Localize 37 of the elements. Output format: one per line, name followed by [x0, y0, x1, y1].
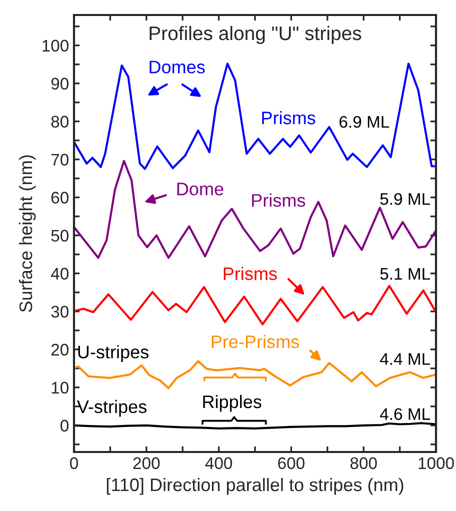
x-tick-label: 800 — [350, 457, 377, 470]
y-tick-label: 100 — [42, 40, 68, 52]
y-tick-label: 80 — [51, 116, 68, 128]
series-label: 6.9 ML — [340, 116, 390, 128]
x-tick-label: 0 — [70, 457, 78, 470]
y-tick-label: 40 — [50, 268, 68, 280]
x-tick-label: 1000 — [418, 457, 454, 470]
y-tick-label: 50 — [51, 230, 68, 242]
annotation: Pre-Prisms — [212, 334, 299, 348]
y-axis-title: Surface height (nm) — [18, 155, 36, 312]
y-tick-label: 20 — [51, 344, 68, 356]
y-tick-label: 0 — [60, 420, 68, 432]
series-label: 5.9 ML — [380, 193, 430, 205]
y-tick-label: 30 — [51, 306, 68, 318]
annotation: V-stripes — [76, 400, 146, 417]
annotation: Prisms — [262, 111, 316, 124]
series-label: 4.6 ML — [380, 408, 430, 420]
x-tick-label: 400 — [205, 457, 232, 470]
x-axis-title: [110] Direction parallel to stripes (nm) — [106, 478, 404, 495]
annotation: Prisms — [224, 266, 277, 280]
line-series — [74, 160, 436, 259]
annotation: Domes — [150, 60, 205, 74]
series-label: 4.4 ML — [380, 353, 430, 365]
annotation: Ripples — [203, 394, 262, 412]
y-tick-label: 10 — [52, 382, 68, 394]
y-tick-label: 60 — [51, 192, 68, 204]
line-series — [74, 62, 436, 170]
series-label: 5.1 ML — [380, 268, 430, 280]
text: Profiles along "U" stripes — [150, 26, 362, 44]
y-tick-label: 90 — [51, 78, 68, 90]
x-tick-label: 200 — [133, 457, 160, 470]
annotation: Prisms — [252, 194, 306, 207]
annotation: U-stripes — [78, 345, 148, 362]
x-tick-label: 600 — [278, 457, 304, 470]
y-tick-label: 70 — [51, 154, 68, 166]
line-series — [74, 284, 436, 326]
annotation: Dome — [177, 182, 224, 196]
